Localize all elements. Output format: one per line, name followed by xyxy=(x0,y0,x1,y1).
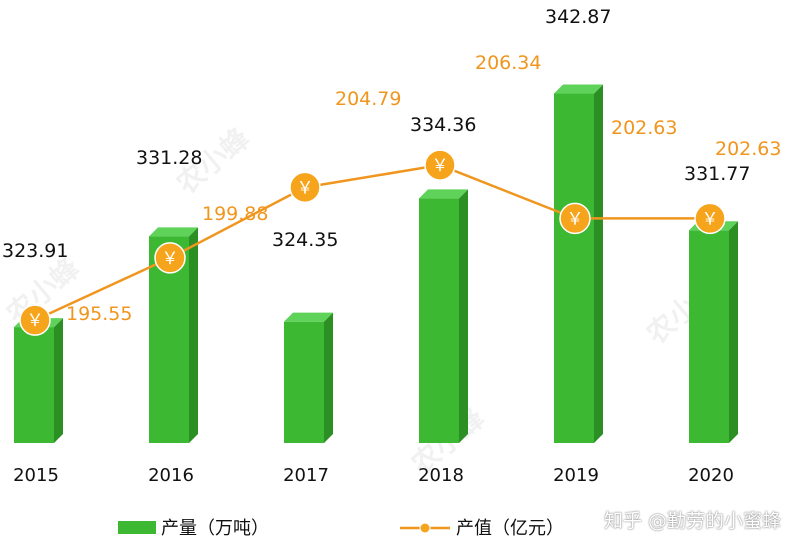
bar xyxy=(284,321,324,443)
x-tick-label: 2020 xyxy=(688,465,734,486)
line-marker xyxy=(424,149,456,181)
line-series xyxy=(34,163,710,322)
bar-value-label: 342.87 xyxy=(545,6,611,28)
marker-symbol: ￥ xyxy=(567,209,584,229)
bar-value-label: 324.35 xyxy=(272,229,338,251)
bar-value-label: 334.36 xyxy=(410,114,476,136)
line-marker xyxy=(559,202,591,235)
x-tick-label: 2016 xyxy=(148,465,194,486)
bar-side xyxy=(729,221,738,443)
bar-value-label: 323.91 xyxy=(2,240,68,262)
bar xyxy=(689,230,729,443)
marker-symbol: ￥ xyxy=(297,178,314,198)
legend-bar-swatch xyxy=(118,521,156,534)
x-tick-label: 2019 xyxy=(553,465,599,486)
bar xyxy=(14,327,54,443)
bar-top xyxy=(419,189,468,199)
line-marker xyxy=(154,242,186,274)
bar-side xyxy=(324,312,333,443)
x-tick-label: 2017 xyxy=(283,465,329,486)
bar-side xyxy=(594,84,603,443)
line-value-label: 195.55 xyxy=(66,303,132,325)
bar-top xyxy=(554,84,603,94)
legend-line-marker xyxy=(419,522,431,534)
marker-symbol: ￥ xyxy=(162,249,179,269)
legend-bar-label: 产量（万吨） xyxy=(161,518,269,539)
bar-top xyxy=(284,312,333,322)
x-tick-label: 2018 xyxy=(418,465,464,486)
bar-side xyxy=(54,318,63,443)
marker-symbol: ￥ xyxy=(702,209,719,229)
credit-text: 知乎 @勤劳的小蜜蜂 xyxy=(603,510,781,532)
line-marker xyxy=(694,202,726,235)
line-marker xyxy=(19,304,51,336)
marker-symbol: ￥ xyxy=(432,156,449,176)
bar-value-label: 331.77 xyxy=(684,163,750,185)
line-value-label: 202.63 xyxy=(611,117,677,139)
marker-symbol: ￥ xyxy=(27,311,44,331)
bar-side xyxy=(189,227,198,443)
line-value-label: 202.63 xyxy=(715,138,781,160)
bar-side xyxy=(459,189,468,443)
x-tick-label: 2015 xyxy=(13,465,59,486)
bar-top xyxy=(149,227,198,237)
bar xyxy=(554,93,594,443)
bar xyxy=(419,198,459,443)
bar-value-label: 331.28 xyxy=(136,147,202,169)
line-value-label: 204.79 xyxy=(335,88,401,110)
line-value-label: 199.88 xyxy=(202,203,268,225)
line-value-label: 206.34 xyxy=(475,52,541,74)
legend-line-label: 产值（亿元） xyxy=(456,518,564,539)
line-marker xyxy=(289,171,321,204)
